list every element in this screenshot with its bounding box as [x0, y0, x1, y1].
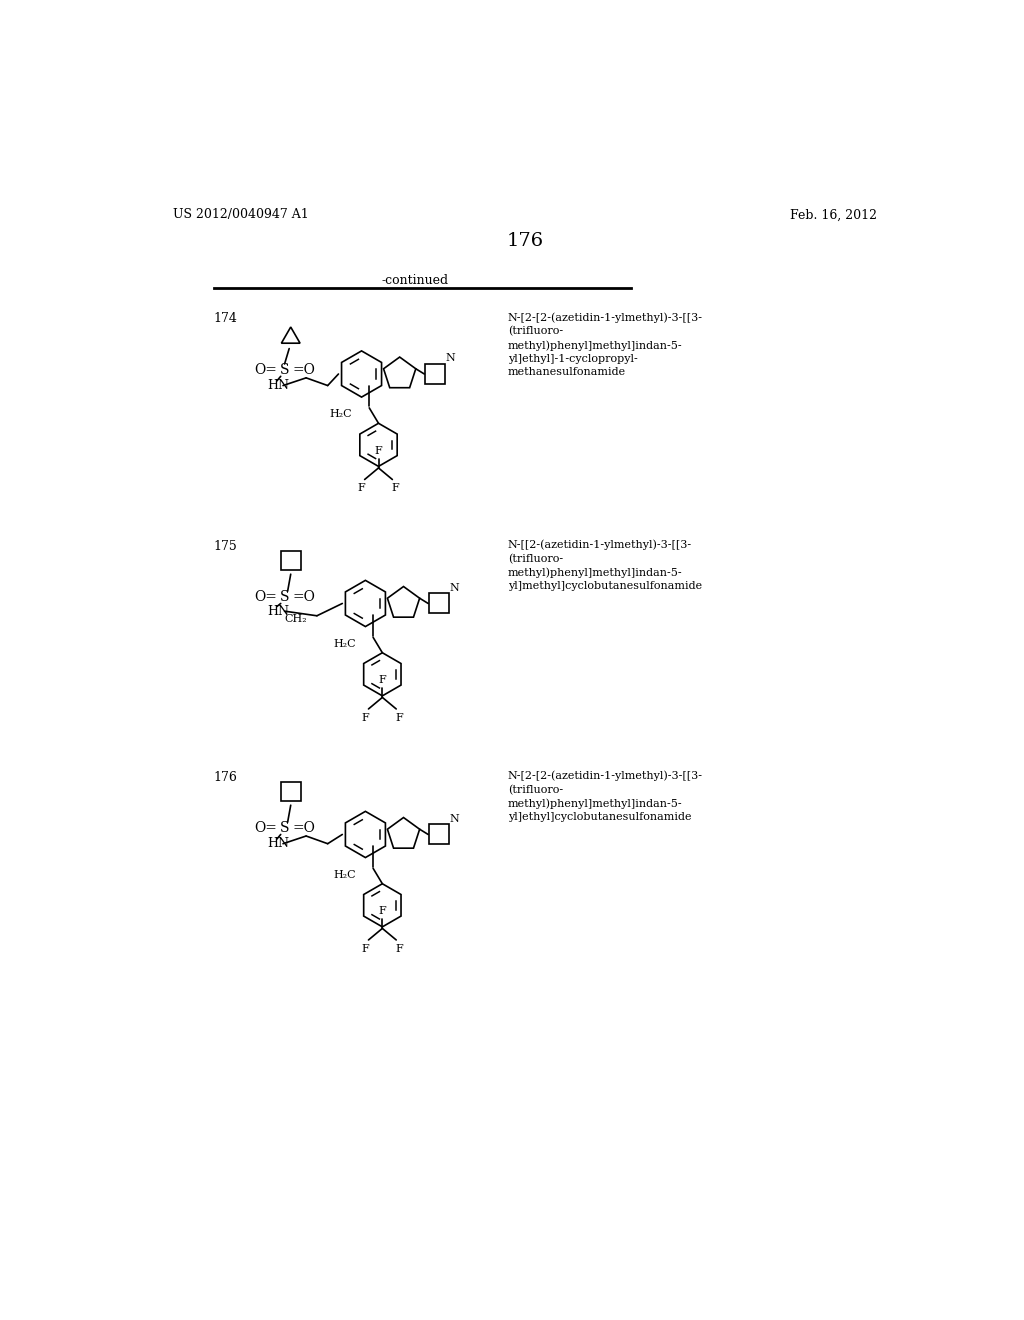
Text: Feb. 16, 2012: Feb. 16, 2012 — [791, 209, 878, 222]
Text: S: S — [280, 821, 290, 836]
Text: O=: O= — [254, 821, 276, 836]
Text: N: N — [450, 813, 460, 824]
Text: 176: 176 — [506, 231, 544, 249]
Text: F: F — [395, 944, 403, 954]
Text: =O: =O — [292, 590, 315, 605]
Text: HN: HN — [267, 379, 290, 392]
Text: =O: =O — [292, 363, 315, 378]
Text: F: F — [379, 675, 386, 685]
Text: F: F — [357, 483, 366, 494]
Text: S: S — [280, 363, 290, 378]
Text: 176: 176 — [214, 771, 238, 784]
Text: 174: 174 — [214, 313, 238, 326]
Text: H₂C: H₂C — [334, 639, 356, 649]
Text: H₂C: H₂C — [334, 870, 356, 880]
Text: HN: HN — [267, 605, 290, 618]
Text: F: F — [375, 446, 382, 455]
Text: F: F — [379, 906, 386, 916]
Text: F: F — [361, 944, 370, 954]
Text: -continued: -continued — [382, 275, 449, 286]
Text: S: S — [280, 590, 290, 605]
Text: N: N — [450, 582, 460, 593]
Text: N-[[2-(azetidin-1-ylmethyl)-3-[[3-
(trifluoro-
methyl)phenyl]methyl]indan-5-
yl]: N-[[2-(azetidin-1-ylmethyl)-3-[[3- (trif… — [508, 540, 702, 591]
Text: N-[2-[2-(azetidin-1-ylmethyl)-3-[[3-
(trifluoro-
methyl)phenyl]methyl]indan-5-
y: N-[2-[2-(azetidin-1-ylmethyl)-3-[[3- (tr… — [508, 313, 702, 378]
Text: US 2012/0040947 A1: US 2012/0040947 A1 — [173, 209, 308, 222]
Text: N: N — [445, 354, 456, 363]
Text: 175: 175 — [214, 540, 238, 553]
Text: F: F — [391, 483, 399, 494]
Text: H₂C: H₂C — [330, 409, 352, 420]
Text: F: F — [395, 713, 403, 723]
Text: =O: =O — [292, 821, 315, 836]
Text: O=: O= — [254, 363, 276, 378]
Text: F: F — [361, 713, 370, 723]
Text: O=: O= — [254, 590, 276, 605]
Text: HN: HN — [267, 837, 290, 850]
Text: N-[2-[2-(azetidin-1-ylmethyl)-3-[[3-
(trifluoro-
methyl)phenyl]methyl]indan-5-
y: N-[2-[2-(azetidin-1-ylmethyl)-3-[[3- (tr… — [508, 771, 702, 822]
Text: CH₂: CH₂ — [285, 614, 307, 624]
